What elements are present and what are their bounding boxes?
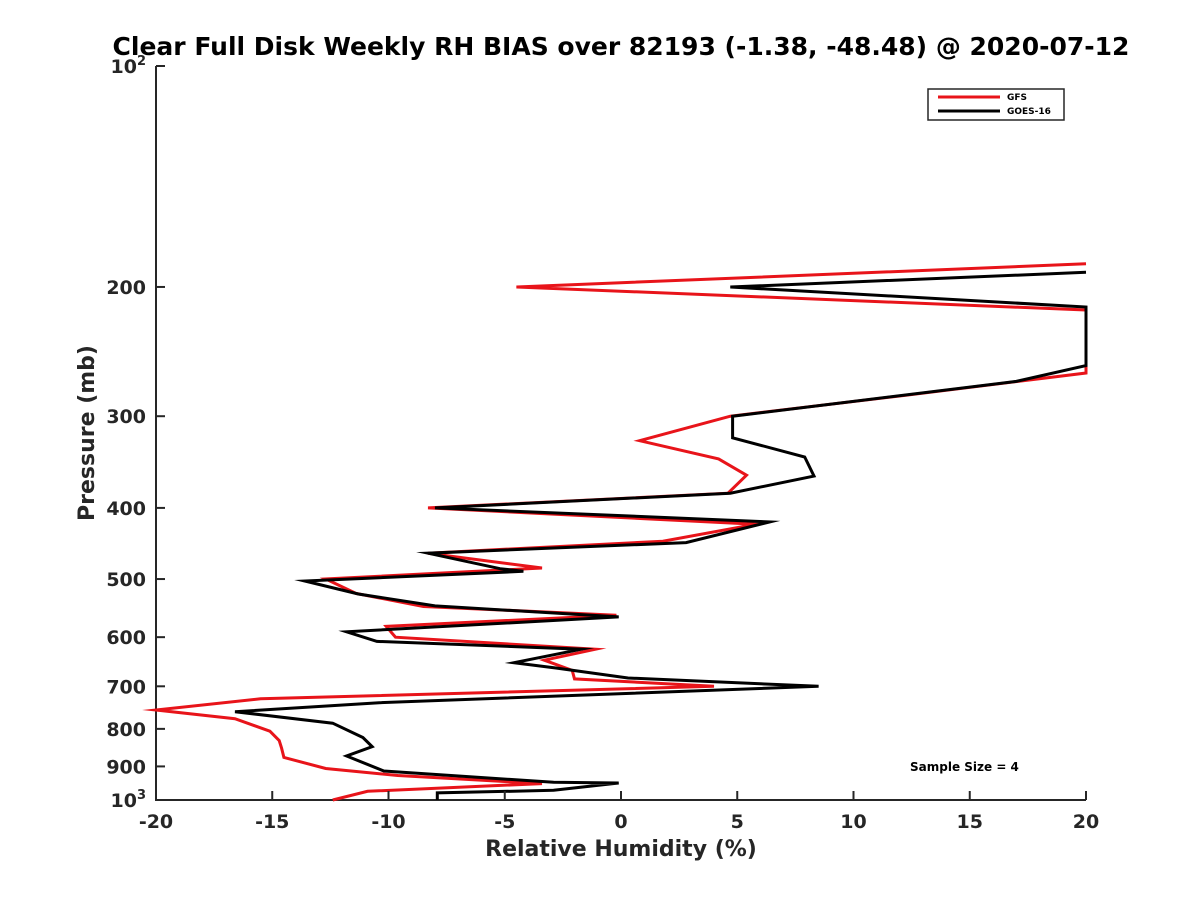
x-tick-label: 0 <box>614 811 627 833</box>
x-axis-label: Relative Humidity (%) <box>485 837 757 862</box>
y-axis-label: Pressure (mb) <box>75 345 100 521</box>
y-tick-label: 900 <box>106 756 146 778</box>
legend: GFS GOES-16 <box>927 88 1065 121</box>
legend-box <box>927 88 1065 121</box>
x-tick-label: -5 <box>494 811 515 833</box>
x-tick-label: -20 <box>139 811 173 833</box>
y-tick-label: 600 <box>106 627 146 649</box>
x-tick-label: 5 <box>731 811 744 833</box>
y-tick-label: 102 <box>111 54 147 78</box>
y-axis-ticks: 102 200 300 400 500 600 700 800 900 103 <box>106 54 165 812</box>
y-tick-label: 500 <box>106 569 146 591</box>
y-tick-label: 200 <box>106 277 146 299</box>
x-tick-label: 15 <box>957 811 983 833</box>
y-tick-label: 103 <box>111 788 147 812</box>
series-line-goes-16 <box>234 270 1088 800</box>
x-axis-ticks: -20 -15 -10 -5 0 5 10 15 20 <box>139 791 1099 833</box>
y-tick-label: 700 <box>106 676 146 698</box>
y-tick-label: 300 <box>106 406 146 428</box>
x-tick-label: 10 <box>840 811 866 833</box>
series-line-gfs <box>142 262 1088 802</box>
legend-label-goes-16: GOES-16 <box>1007 107 1051 117</box>
series-layer <box>142 262 1088 802</box>
legend-label-gfs: GFS <box>1007 93 1027 103</box>
x-tick-label: -10 <box>371 811 405 833</box>
sample-size-annotation: Sample Size = 4 <box>910 760 1019 774</box>
x-tick-label: 20 <box>1073 811 1099 833</box>
y-tick-label: 800 <box>106 719 146 741</box>
chart-title: Clear Full Disk Weekly RH BIAS over 8219… <box>113 32 1130 61</box>
y-tick-label: 400 <box>106 498 146 520</box>
x-tick-label: -15 <box>255 811 289 833</box>
